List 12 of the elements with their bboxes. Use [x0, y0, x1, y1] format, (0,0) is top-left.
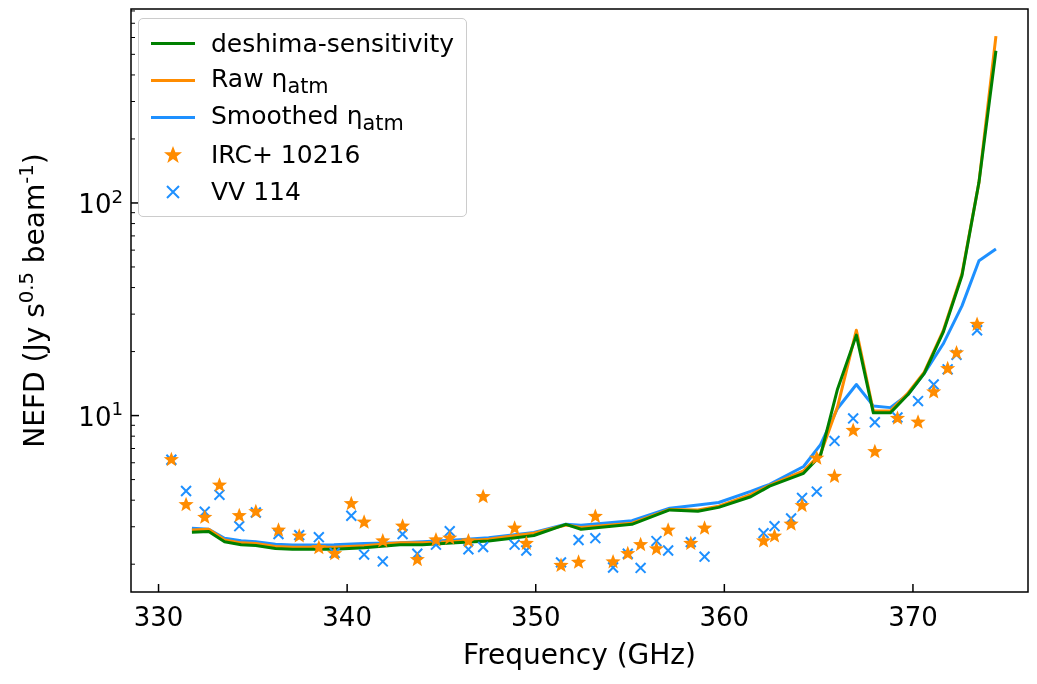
x-tick-label: 340: [322, 602, 372, 632]
x-tick-label: 350: [510, 602, 561, 632]
x-tick-label: 360: [699, 602, 750, 632]
legend-label: Raw η$_{atm}$: [211, 63, 329, 98]
legend-label: deshima-sensitivity: [211, 29, 455, 58]
legend-label: Smoothed η$_{atm}$: [211, 100, 404, 135]
x-tick-label: 370: [888, 602, 938, 632]
legend-label: IRC+ 10216: [211, 140, 361, 169]
x-axis-title: Frequency (GHz): [463, 638, 696, 671]
legend-label: VV 114: [211, 177, 301, 206]
y-axis-title: NEFD (Jy s0.5 beam-1): [14, 153, 51, 448]
x-tick-label: 330: [133, 602, 184, 632]
